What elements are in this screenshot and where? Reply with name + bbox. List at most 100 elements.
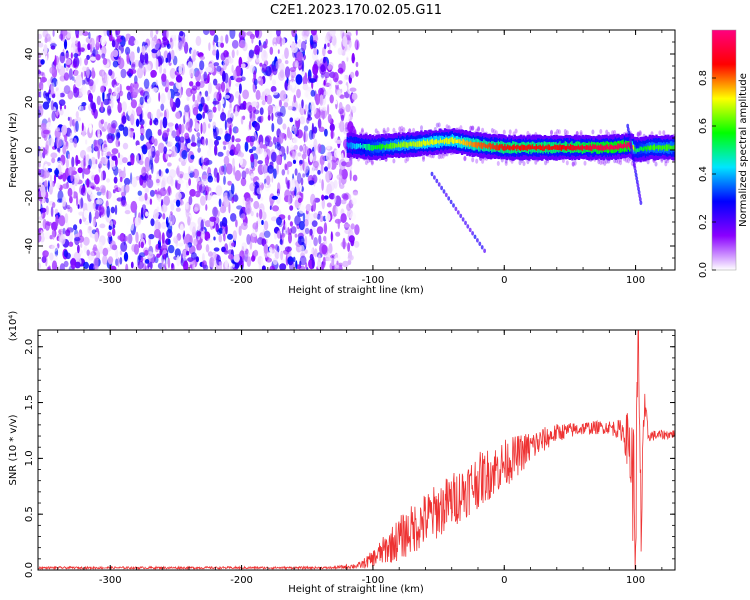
spectrogram-noise-cell xyxy=(81,84,87,96)
spectrogram-noise-cell xyxy=(232,230,237,242)
spectrogram-signal-cell xyxy=(396,144,399,148)
spectrogram-noise-cell xyxy=(181,149,188,160)
spectrogram-signal-cell xyxy=(669,145,673,150)
spectrogram-noise-cell xyxy=(93,265,99,270)
spectrogram-noise-cell xyxy=(62,227,66,235)
spectrogram-noise-cell xyxy=(195,70,201,82)
spectrogram-noise-cell xyxy=(253,70,257,81)
y-tick-label: 0 xyxy=(24,147,35,153)
spectrogram-noise-cell xyxy=(331,257,335,267)
spectrogram-halo-cell xyxy=(364,160,368,166)
spectrogram-noise-cell xyxy=(256,237,264,245)
spectrogram-noise-cell xyxy=(95,54,101,61)
spectrogram-noise-cell xyxy=(303,130,306,143)
spectrogram-noise-cell xyxy=(325,212,331,222)
spectrogram-noise-cell xyxy=(348,160,353,167)
snr-y-axis-label: SNR (10 * v/v) xyxy=(8,414,19,485)
spectrogram-noise-cell xyxy=(205,204,208,211)
spectrogram-noise-cell xyxy=(106,189,109,200)
spectrogram-noise-cell xyxy=(184,104,190,113)
spectrogram-noise-cell xyxy=(250,210,254,217)
spectrogram-noise-cell xyxy=(235,77,243,83)
x-tick-label: -200 xyxy=(230,275,253,286)
spectrogram-noise-cell xyxy=(204,124,207,136)
spectrogram-noise-cell xyxy=(69,82,73,91)
spectrogram-noise-cell xyxy=(269,205,272,210)
spectrogram-noise-cell xyxy=(255,147,262,155)
spectrogram-noise-cell xyxy=(115,128,120,141)
spectrogram-halo-cell xyxy=(522,161,526,167)
spectrogram-noise-cell xyxy=(202,121,207,134)
spectrogram-signal-cell xyxy=(590,145,594,152)
spectrogram-noise-cell xyxy=(128,39,131,45)
spectrogram-noise-cell xyxy=(313,126,318,134)
spectrogram-noise-cell xyxy=(123,166,126,178)
spectrogram-noise-cell xyxy=(354,39,360,51)
spectrogram-halo-cell xyxy=(565,160,569,166)
spectrogram-noise-cell xyxy=(197,147,201,153)
spectrogram-noise-cell xyxy=(341,161,347,167)
spectrogram-noise-cell xyxy=(225,163,233,175)
spectrogram-noise-cell xyxy=(291,75,294,83)
spectrogram-noise-cell xyxy=(180,124,184,137)
spectrogram-noise-cell xyxy=(123,251,129,262)
spectrogram-noise-cell xyxy=(295,74,303,85)
spectrogram-halo-cell xyxy=(599,160,603,166)
spectrogram-signal-cell xyxy=(546,145,549,150)
snr-series-line xyxy=(38,330,675,570)
spectrogram-signal-cell xyxy=(378,145,381,149)
spectrogram-signal-cell xyxy=(633,145,636,151)
spectrogram-noise-cell xyxy=(177,39,183,52)
spectrogram-signal-cell xyxy=(555,145,558,150)
spectrogram-noise-cell xyxy=(100,85,105,93)
spectrogram-noise-cell xyxy=(156,108,161,120)
spectrogram-signal-cell xyxy=(354,144,357,150)
spectrogram-noise-cell xyxy=(151,37,154,50)
spectrogram-noise-cell xyxy=(334,100,338,105)
spectrogram-noise-cell xyxy=(287,84,293,91)
spectrogram-noise-cell xyxy=(50,76,54,84)
spectrogram-halo-cell xyxy=(345,127,349,133)
spectrogram-noise-cell xyxy=(70,52,73,59)
spectrogram-signal-cell xyxy=(552,145,556,150)
spectrogram-noise-cell xyxy=(159,248,162,256)
spectrogram-noise-cell xyxy=(113,176,118,184)
spectrogram-noise-cell xyxy=(173,227,177,239)
spectrogram-streak-cell xyxy=(464,220,467,226)
spectrogram-noise-cell xyxy=(212,121,217,129)
spectrogram-noise-cell xyxy=(289,117,294,123)
spectrogram-signal-cell xyxy=(583,146,586,149)
spectrogram-noise-cell xyxy=(220,112,227,122)
spectrogram-noise-cell xyxy=(279,239,283,245)
spectrogram-noise-cell xyxy=(233,69,237,81)
spectrogram-noise-cell xyxy=(125,46,131,56)
spectrogram-streak-cell xyxy=(631,151,634,157)
spectrogram-noise-cell xyxy=(175,111,182,119)
spectrogram-noise-cell xyxy=(42,218,47,230)
spectrogram-signal-cell xyxy=(524,145,527,150)
spectrogram-noise-cell xyxy=(266,94,273,105)
spectrogram-streak-cell xyxy=(444,192,448,198)
spectrogram-halo-cell xyxy=(459,125,463,131)
spectrogram-noise-cell xyxy=(99,223,106,229)
spectrogram-noise-cell xyxy=(236,49,239,56)
spectrogram-noise-cell xyxy=(46,221,53,226)
spectrogram-noise-cell xyxy=(175,207,181,212)
spectrogram-noise-cell xyxy=(333,149,340,158)
spectrogram-noise-cell xyxy=(141,152,144,162)
spectrogram-halo-cell xyxy=(557,129,561,135)
spectrogram-signal-cell xyxy=(480,142,483,149)
spectrogram-signal-cell xyxy=(392,142,395,149)
spectrogram-noise-cell xyxy=(92,244,98,252)
spectrogram-noise-cell xyxy=(239,152,244,158)
spectrogram-noise-cell xyxy=(218,234,223,243)
spectrogram-noise-cell xyxy=(135,144,142,152)
spectrogram-noise-cell xyxy=(175,75,183,83)
spectrogram-noise-cell xyxy=(129,114,135,124)
spectrogram-noise-cell xyxy=(158,244,162,250)
spectrogram-noise-cell xyxy=(225,224,228,235)
spectrogram-noise-cell xyxy=(183,260,189,270)
spectrogram-noise-cell xyxy=(89,56,97,61)
spectrogram-signal-cell xyxy=(619,142,623,148)
